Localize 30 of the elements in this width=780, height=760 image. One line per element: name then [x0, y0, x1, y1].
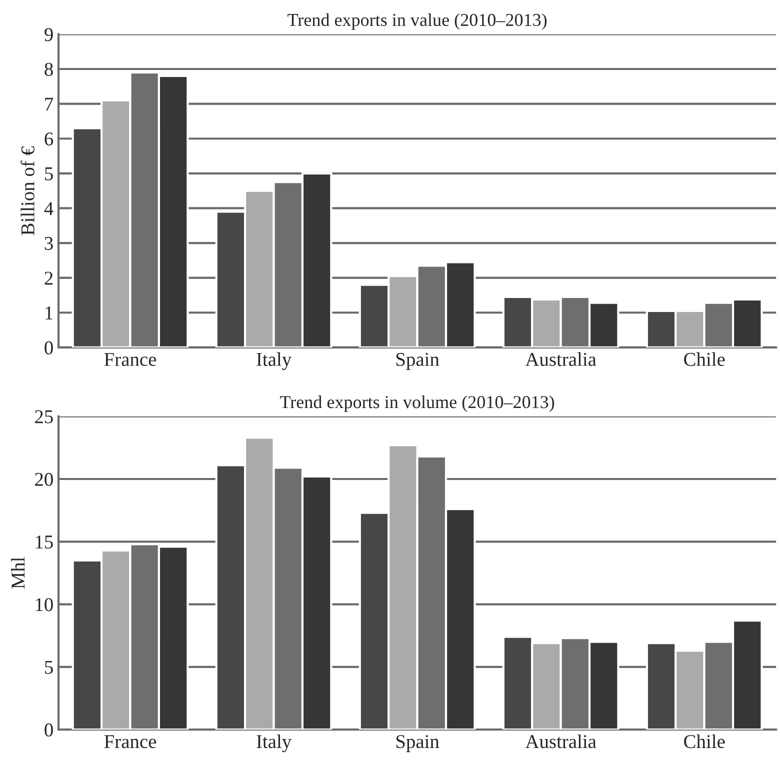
y-tick-label: 0: [44, 341, 53, 354]
x-tick-label: Australia: [525, 352, 596, 366]
y-tick-label: 6: [44, 132, 54, 146]
x-tick-label: France: [104, 735, 156, 748]
y-tick-label: 15: [36, 536, 53, 549]
y-tick-label: 4: [44, 202, 54, 215]
x-tick-label: Spain: [396, 352, 440, 370]
y-tick-label: 20: [35, 472, 53, 486]
y-tick-label: 0: [44, 723, 53, 737]
y-axis-title: Mhl: [11, 557, 24, 589]
y-axis-title: Billion of €: [20, 146, 34, 236]
chart-title: Trend exports in value (2010–2013): [288, 13, 547, 30]
y-tick-label: 3: [44, 236, 53, 250]
y-tick-label: 1: [46, 306, 52, 320]
x-tick-label: France: [104, 353, 156, 366]
y-tick-label: 5: [45, 167, 53, 180]
y-tick-label: 10: [36, 598, 53, 612]
x-tick-label: Australia: [525, 734, 596, 748]
x-tick-label: Chile: [684, 734, 725, 748]
x-tick-label: Chile: [684, 352, 725, 366]
y-tick-label: 8: [44, 62, 53, 76]
y-tick-label: 2: [44, 272, 53, 285]
x-tick-label: Italy: [256, 352, 292, 370]
y-tick-label: 5: [45, 660, 53, 674]
x-tick-label: Spain: [396, 735, 440, 752]
x-tick-label: Italy: [256, 734, 292, 752]
chart-title: Trend exports in volume (2010–2013): [280, 395, 554, 412]
y-tick-label: 7: [45, 98, 54, 111]
y-tick-label: 25: [35, 410, 53, 424]
y-tick-label: 9: [44, 28, 53, 42]
